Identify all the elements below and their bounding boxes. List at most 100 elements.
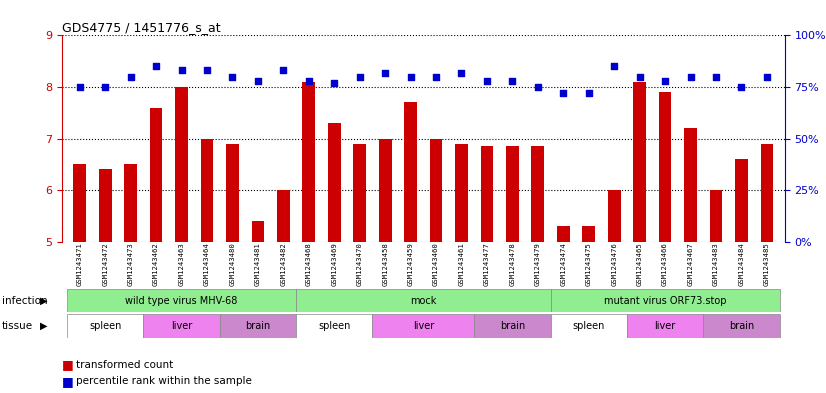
Text: GSM1243474: GSM1243474 <box>560 242 567 286</box>
Bar <box>277 190 290 393</box>
Text: brain: brain <box>500 321 525 331</box>
Point <box>225 73 239 80</box>
Text: mock: mock <box>411 296 436 306</box>
Text: GSM1243485: GSM1243485 <box>764 242 770 286</box>
Point <box>684 73 697 80</box>
Point <box>582 90 596 96</box>
Point <box>658 77 672 84</box>
Point <box>735 84 748 90</box>
Text: liver: liver <box>654 321 676 331</box>
Text: GSM1243468: GSM1243468 <box>306 242 311 286</box>
Bar <box>328 123 340 393</box>
Bar <box>551 314 627 338</box>
Bar <box>302 82 316 393</box>
Text: GSM1243480: GSM1243480 <box>230 242 235 286</box>
Text: GSM1243473: GSM1243473 <box>128 242 134 286</box>
Text: brain: brain <box>729 321 754 331</box>
Text: spleen: spleen <box>89 321 121 331</box>
Text: brain: brain <box>245 321 271 331</box>
Point <box>201 67 214 73</box>
Bar <box>627 314 703 338</box>
Text: GSM1243476: GSM1243476 <box>611 242 617 286</box>
Bar <box>735 159 748 393</box>
Bar <box>67 314 144 338</box>
Bar <box>373 314 474 338</box>
Text: spleen: spleen <box>572 321 605 331</box>
Text: percentile rank within the sample: percentile rank within the sample <box>76 376 252 386</box>
Text: ▶: ▶ <box>40 321 47 331</box>
Bar <box>557 226 570 393</box>
Bar <box>354 144 366 393</box>
Bar <box>531 146 544 393</box>
Bar <box>404 103 417 393</box>
Point <box>710 73 723 80</box>
Point <box>608 63 621 70</box>
Text: GSM1243466: GSM1243466 <box>662 242 668 286</box>
Text: GSM1243460: GSM1243460 <box>433 242 439 286</box>
Bar <box>67 289 296 312</box>
Point <box>481 77 494 84</box>
Bar <box>710 190 723 393</box>
Bar <box>703 314 780 338</box>
Text: GSM1243461: GSM1243461 <box>458 242 464 286</box>
Text: GSM1243471: GSM1243471 <box>77 242 83 286</box>
Point <box>124 73 137 80</box>
Bar <box>99 169 112 393</box>
Bar <box>124 164 137 393</box>
Point <box>150 63 163 70</box>
Bar <box>74 164 86 393</box>
Point <box>175 67 188 73</box>
Text: tissue: tissue <box>2 321 33 331</box>
Point <box>378 69 392 75</box>
Point <box>531 84 544 90</box>
Text: ▶: ▶ <box>40 296 47 306</box>
Text: GSM1243478: GSM1243478 <box>510 242 515 286</box>
Bar <box>252 221 264 393</box>
Bar <box>634 82 646 393</box>
Bar <box>201 138 213 393</box>
Bar <box>296 289 551 312</box>
Text: mutant virus ORF73.stop: mutant virus ORF73.stop <box>604 296 726 306</box>
Text: liver: liver <box>171 321 192 331</box>
Bar <box>175 87 188 393</box>
Point <box>98 84 112 90</box>
Point <box>760 73 773 80</box>
Text: GSM1243465: GSM1243465 <box>637 242 643 286</box>
Bar <box>481 146 493 393</box>
Point <box>455 69 468 75</box>
Point <box>251 77 264 84</box>
Text: GDS4775 / 1451776_s_at: GDS4775 / 1451776_s_at <box>62 21 221 34</box>
Text: transformed count: transformed count <box>76 360 173 370</box>
Bar <box>296 314 373 338</box>
Text: GSM1243469: GSM1243469 <box>331 242 337 286</box>
Bar <box>226 144 239 393</box>
Bar <box>761 144 773 393</box>
Text: GSM1243463: GSM1243463 <box>178 242 184 286</box>
Bar <box>220 314 296 338</box>
Text: infection: infection <box>2 296 47 306</box>
Text: ■: ■ <box>62 358 74 371</box>
Text: GSM1243482: GSM1243482 <box>280 242 287 286</box>
Text: GSM1243472: GSM1243472 <box>102 242 108 286</box>
Text: GSM1243484: GSM1243484 <box>738 242 744 286</box>
Point <box>404 73 417 80</box>
Text: GSM1243479: GSM1243479 <box>535 242 541 286</box>
Bar <box>506 146 519 393</box>
Point <box>430 73 443 80</box>
Text: GSM1243464: GSM1243464 <box>204 242 210 286</box>
Bar <box>150 108 163 393</box>
Text: GSM1243475: GSM1243475 <box>586 242 591 286</box>
Bar <box>144 314 220 338</box>
Point <box>328 80 341 86</box>
Point <box>353 73 366 80</box>
Text: GSM1243477: GSM1243477 <box>484 242 490 286</box>
Text: GSM1243459: GSM1243459 <box>407 242 414 286</box>
Bar <box>582 226 595 393</box>
Point <box>74 84 87 90</box>
Text: GSM1243458: GSM1243458 <box>382 242 388 286</box>
Text: GSM1243483: GSM1243483 <box>713 242 719 286</box>
Text: GSM1243470: GSM1243470 <box>357 242 363 286</box>
Bar <box>658 92 672 393</box>
Bar <box>474 314 551 338</box>
Bar <box>379 138 392 393</box>
